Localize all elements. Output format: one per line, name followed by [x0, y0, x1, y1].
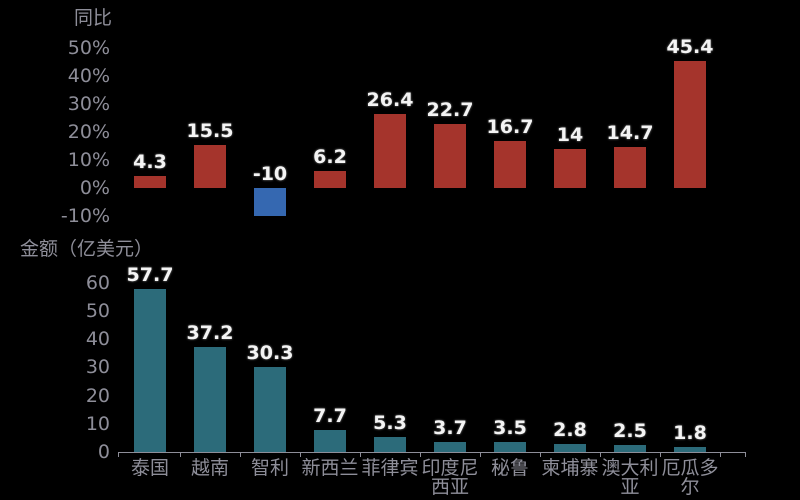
- yoy-y-tick-0: 50%: [67, 37, 110, 59]
- amount-value-label-0: 57.7: [126, 264, 174, 287]
- amount-bar-7: [554, 444, 586, 452]
- amount-y-tick-4: 20: [85, 384, 110, 407]
- amount-value-label-9: 1.8: [673, 421, 707, 444]
- yoy-bar-4: [374, 114, 406, 188]
- yoy-value-label-8: 14.7: [606, 121, 654, 144]
- x-axis-tick-5: [420, 453, 421, 457]
- amount-value-label-5: 3.7: [433, 416, 467, 439]
- amount-y-tick-0: 60: [85, 271, 110, 294]
- amount-y-tick-3: 30: [85, 356, 110, 379]
- x-axis-tick-1: [180, 453, 181, 457]
- yoy-value-label-1: 15.5: [186, 119, 234, 142]
- amount-y-tick-5: 10: [85, 412, 110, 435]
- x-axis-tick-9: [660, 453, 661, 457]
- x-axis-tick-3: [300, 453, 301, 457]
- amount-value-label-1: 37.2: [186, 322, 234, 345]
- amount-bar-6: [494, 442, 526, 452]
- amount-bar-2: [254, 366, 286, 452]
- amount-bar-1: [194, 347, 226, 452]
- amount-value-label-7: 2.8: [553, 419, 587, 442]
- amount-value-label-4: 5.3: [373, 412, 407, 435]
- category-label-0: 泰国: [130, 457, 169, 479]
- amount-bar-8: [614, 444, 646, 452]
- yoy-y-tick-6: -10%: [60, 205, 110, 227]
- amount-chart-title: 金额（亿美元）: [20, 238, 154, 260]
- yoy-y-tick-3: 20%: [67, 121, 110, 143]
- amount-value-label-2: 30.3: [246, 341, 294, 364]
- yoy-value-label-2: -10: [252, 163, 288, 185]
- yoy-bar-0: [134, 175, 166, 188]
- yoy-value-label-0: 4.3: [133, 150, 167, 173]
- amount-y-tick-6: 0: [97, 441, 110, 463]
- amount-y-tick-1: 50: [85, 300, 110, 322]
- yoy-bar-3: [314, 170, 346, 188]
- yoy-value-label-6: 16.7: [486, 116, 534, 139]
- amount-value-label-8: 2.5: [613, 419, 647, 442]
- yoy-y-tick-5: 0%: [79, 177, 110, 199]
- yoy-bar-2: [254, 188, 286, 216]
- category-label-5: 印度尼西亚: [421, 457, 479, 498]
- yoy-value-label-5: 22.7: [426, 99, 474, 122]
- amount-value-label-3: 7.7: [313, 405, 347, 428]
- category-label-9: 厄瓜多尔: [661, 457, 719, 498]
- category-label-7: 柬埔寨: [541, 457, 599, 479]
- amount-bar-3: [314, 430, 346, 452]
- yoy-value-label-9: 45.4: [666, 35, 714, 58]
- yoy-bar-9: [674, 60, 706, 188]
- category-label-3: 新西兰: [301, 457, 359, 479]
- x-axis-tick-8: [600, 453, 601, 457]
- yoy-y-tick-2: 30%: [67, 93, 110, 115]
- yoy-bar-6: [494, 141, 526, 188]
- yoy-value-label-4: 26.4: [366, 89, 414, 112]
- category-label-1: 越南: [190, 457, 229, 479]
- yoy-y-tick-4: 10%: [67, 149, 110, 171]
- amount-bar-5: [434, 441, 466, 452]
- amount-bar-0: [134, 289, 166, 452]
- yoy-bar-7: [554, 148, 586, 188]
- yoy-bar-8: [614, 146, 646, 188]
- yoy-bar-5: [434, 124, 466, 188]
- category-label-8: 澳大利亚: [601, 457, 659, 498]
- x-axis-line: [118, 452, 746, 453]
- yoy-y-tick-1: 40%: [67, 65, 110, 87]
- x-axis-tick-2: [240, 453, 241, 457]
- amount-y-tick-2: 40: [85, 328, 110, 351]
- yoy-chart-title: 同比: [74, 7, 113, 29]
- x-axis-tick-10: [720, 453, 721, 457]
- amount-bar-9: [674, 446, 706, 452]
- yoy-value-label-3: 6.2: [313, 145, 347, 168]
- x-axis-tick-4: [360, 453, 361, 457]
- category-label-6: 秘鲁: [490, 457, 529, 479]
- category-label-4: 菲律宾: [361, 457, 419, 479]
- amount-value-label-6: 3.5: [493, 417, 527, 440]
- x-axis-tick-11: [745, 453, 746, 457]
- category-label-2: 智利: [250, 457, 289, 479]
- x-axis-tick-6: [480, 453, 481, 457]
- x-axis-tick-0: [118, 453, 119, 457]
- amount-bar-4: [374, 437, 406, 452]
- yoy-value-label-7: 14: [556, 123, 584, 146]
- yoy-bar-1: [194, 144, 226, 188]
- x-axis-tick-7: [540, 453, 541, 457]
